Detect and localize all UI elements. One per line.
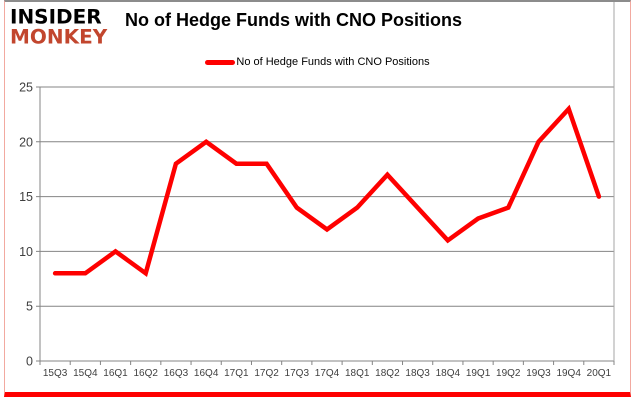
- x-tick-label: 16Q4: [194, 368, 219, 379]
- y-tick-label: 25: [19, 81, 33, 95]
- x-tick-label: 17Q2: [254, 368, 279, 379]
- x-tick-label: 16Q2: [134, 368, 159, 379]
- y-tick-label: 15: [19, 190, 33, 204]
- series-line: [52, 104, 602, 278]
- logo-monkey-text: MONKEY: [10, 24, 108, 49]
- x-tick-label: 18Q3: [405, 368, 430, 379]
- x-tick-label: 19Q3: [526, 368, 551, 379]
- x-tick-label: 15Q3: [43, 368, 68, 379]
- y-tick-label: 10: [19, 245, 33, 259]
- x-tick-label: 16Q3: [164, 368, 189, 379]
- x-tick-label: 18Q4: [436, 368, 461, 379]
- legend-line-swatch-icon: [205, 60, 236, 65]
- x-tick-label: 17Q1: [224, 368, 249, 379]
- x-tick-label: 16Q1: [103, 368, 128, 379]
- chart-frame: [4, 0, 631, 397]
- y-tick-label: 0: [26, 355, 33, 369]
- insider-monkey-logo: INSIDER MONKEY: [10, 7, 107, 46]
- x-tick-label: 15Q4: [73, 368, 98, 379]
- legend: No of Hedge Funds with CNO Positions: [0, 54, 635, 70]
- x-tick-label: 19Q4: [556, 368, 581, 379]
- x-tick-label: 19Q1: [466, 368, 491, 379]
- x-tick-label: 18Q1: [345, 368, 370, 379]
- y-tick-label: 20: [19, 135, 33, 149]
- logo-insider-text: INSIDER: [10, 5, 102, 29]
- chart-title: No of Hedge Funds with CNO Positions: [125, 10, 462, 30]
- x-tick-label: 18Q2: [375, 368, 400, 379]
- y-tick-label: 5: [26, 300, 33, 314]
- x-tick-label: 17Q4: [315, 368, 340, 379]
- legend-label: No of Hedge Funds with CNO Positions: [236, 56, 430, 68]
- x-tick-label: 20Q1: [587, 368, 612, 379]
- x-tick-label: 17Q3: [285, 368, 310, 379]
- x-tick-label: 19Q2: [496, 368, 521, 379]
